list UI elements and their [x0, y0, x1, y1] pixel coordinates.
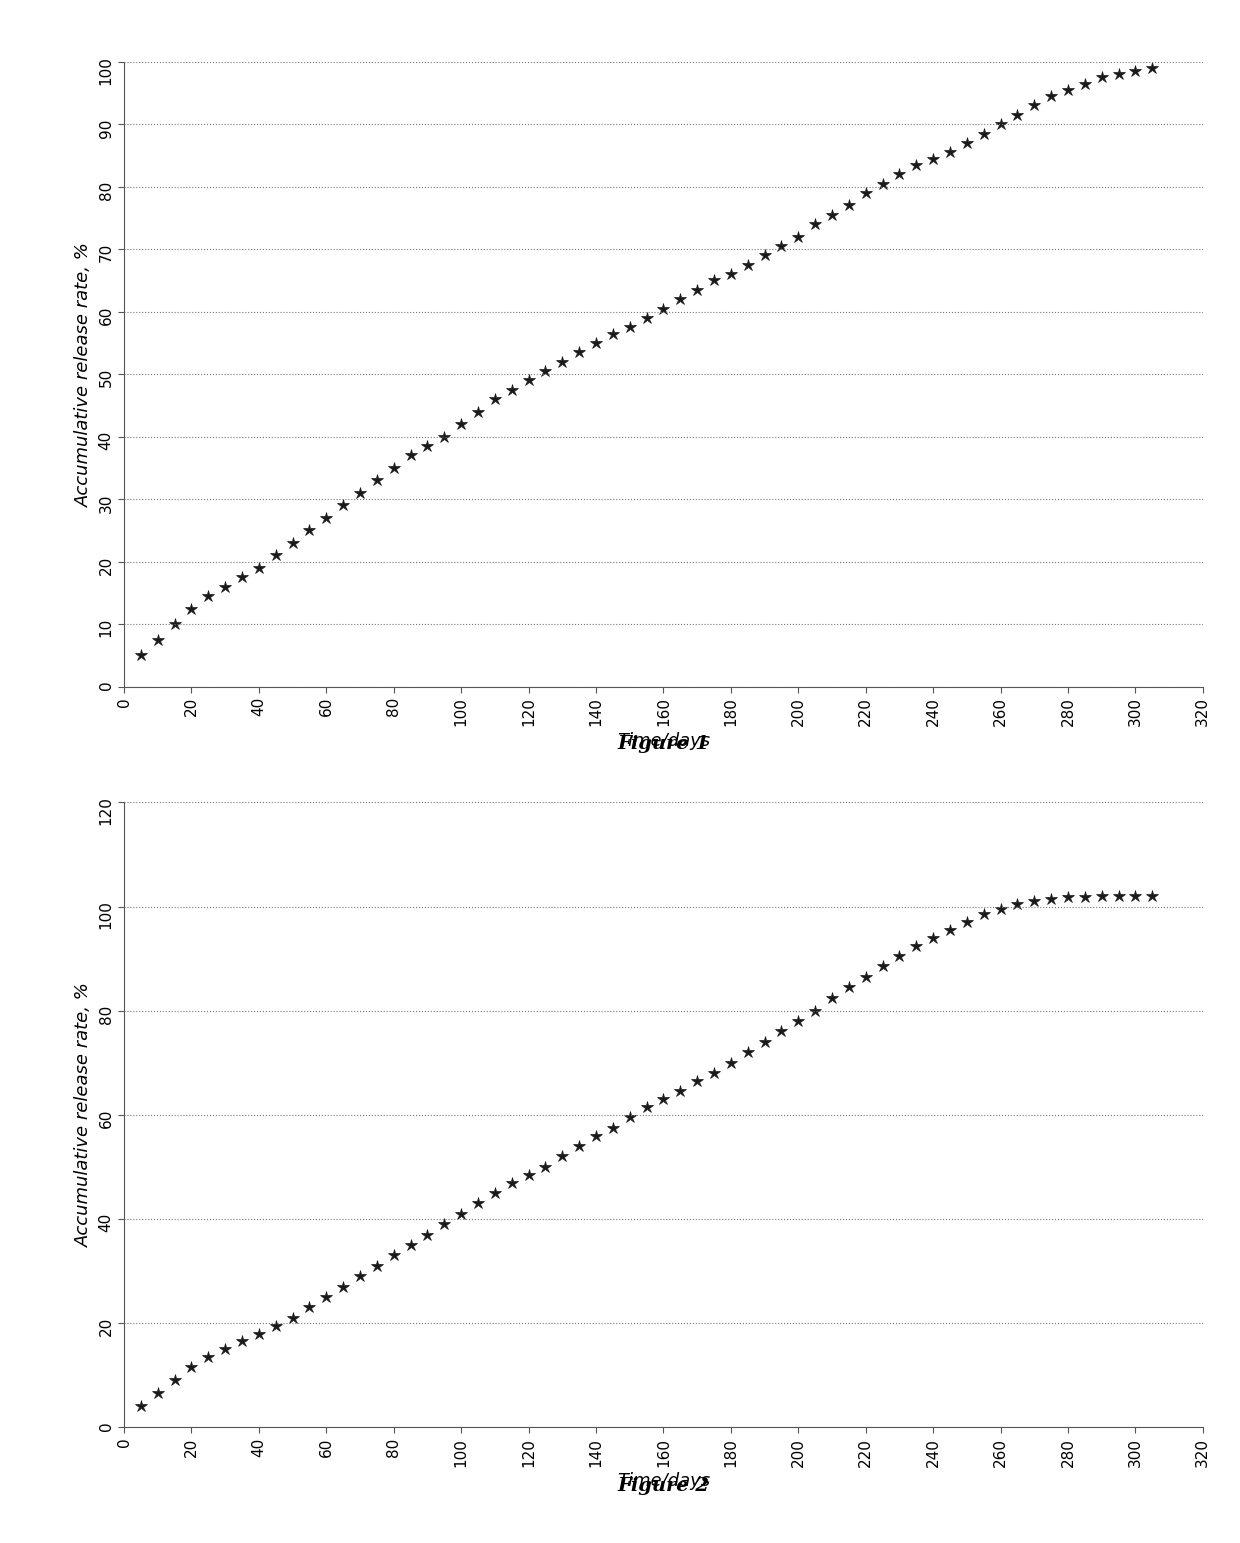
Text: Figure 1: Figure 1 [618, 734, 709, 753]
X-axis label: Time/days: Time/days [616, 731, 711, 750]
Y-axis label: Accumulative release rate, %: Accumulative release rate, % [76, 983, 93, 1247]
Y-axis label: Accumulative release rate, %: Accumulative release rate, % [76, 242, 93, 506]
Text: Figure 2: Figure 2 [618, 1477, 709, 1495]
X-axis label: Time/days: Time/days [616, 1472, 711, 1491]
